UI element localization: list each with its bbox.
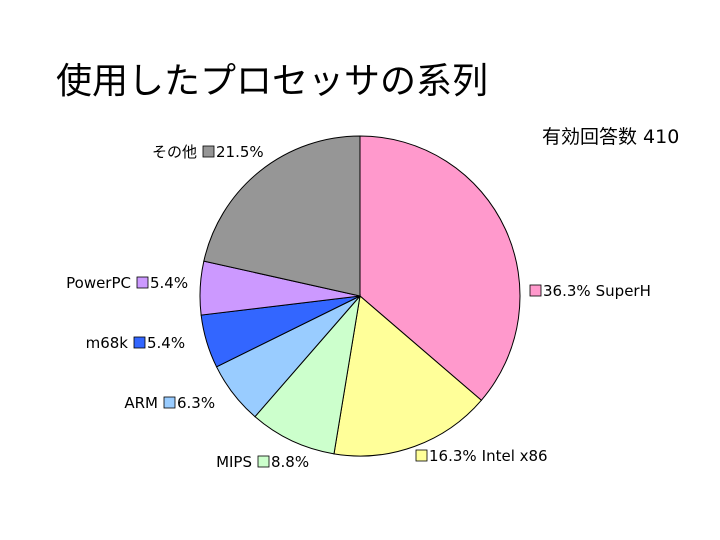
legend-swatch <box>529 284 542 297</box>
pie-slice-1 <box>359 135 521 401</box>
pie-slice-3 <box>254 294 361 455</box>
slice-label-4: ARM 6.3% <box>124 394 215 412</box>
slice-label-6: PowerPC 5.4% <box>66 274 188 292</box>
slice-percent: 6.3% <box>177 394 215 412</box>
slice-percent: 5.4% <box>150 274 188 292</box>
slice-label-3: MIPS 8.8% <box>216 453 309 471</box>
legend-swatch <box>257 455 270 468</box>
slice-name: MIPS <box>216 453 252 471</box>
legend-swatch <box>415 449 428 462</box>
slice-percent: 5.4% <box>147 334 185 352</box>
slice-percent: 8.8% <box>271 453 309 471</box>
slice-percent: 36.3% <box>543 282 591 300</box>
slice-label-7: その他 21.5% <box>152 143 264 161</box>
legend-swatch <box>133 336 146 349</box>
slice-name: Intel x86 <box>482 447 548 465</box>
legend-swatch <box>202 145 215 158</box>
slice-label-2: 16.3% Intel x86 <box>415 447 548 465</box>
chart-title: 使用したプロセッサの系列 <box>56 61 489 102</box>
legend-swatch <box>163 396 176 409</box>
response-count: 有効回答数 410 <box>542 126 680 148</box>
pie-slice-2 <box>333 295 483 457</box>
slice-percent: 21.5% <box>216 143 264 161</box>
slice-name: SuperH <box>596 282 651 300</box>
legend-swatch <box>136 276 149 289</box>
pie-slice-7 <box>203 135 361 297</box>
slice-name: その他 <box>152 143 197 161</box>
slice-name: ARM <box>124 394 158 412</box>
slice-label-1: 36.3% SuperH <box>529 282 651 300</box>
slice-label-5: m68k 5.4% <box>86 334 186 352</box>
slice-name: m68k <box>86 334 129 352</box>
slice-percent: 16.3% <box>429 447 477 465</box>
slice-name: PowerPC <box>66 274 131 292</box>
